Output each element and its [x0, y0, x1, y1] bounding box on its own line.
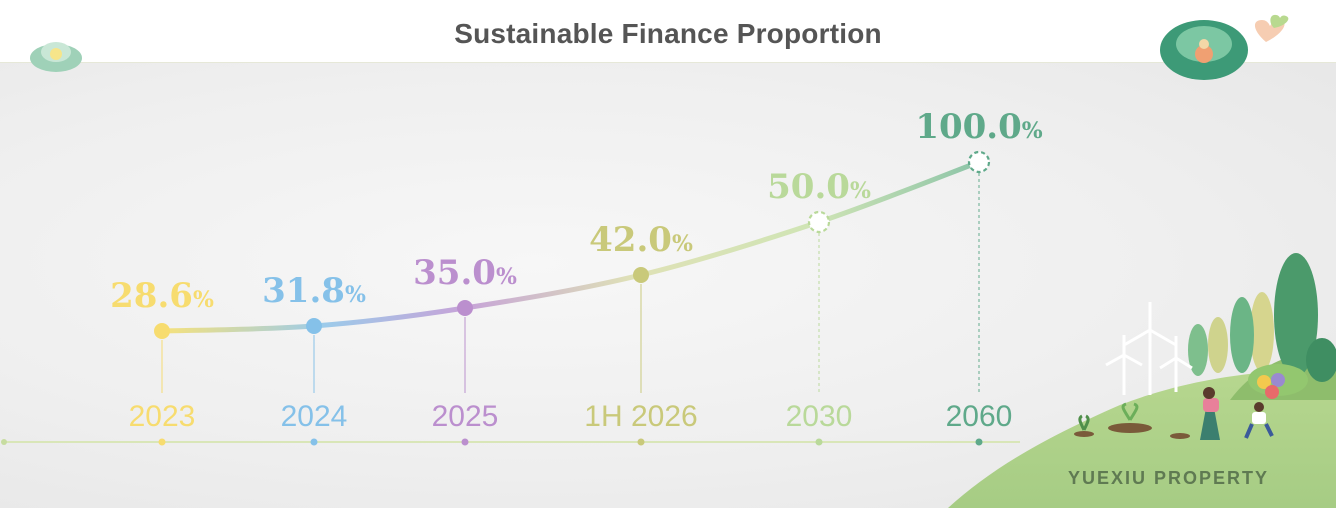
value-label-number: 35.0 — [413, 253, 496, 293]
landscape-illustration — [948, 253, 1336, 508]
baseline-dot — [815, 438, 823, 446]
value-label-unit: % — [496, 264, 517, 290]
value-label-number: 31.8 — [262, 271, 345, 311]
value-label: 28.6% — [110, 276, 214, 316]
brand-name: YUEXIU PROPERTY — [1068, 468, 1270, 488]
value-label-unit: % — [193, 287, 214, 313]
baseline-dot — [310, 438, 318, 446]
category-label: 2030 — [786, 400, 853, 433]
data-point-target — [967, 150, 991, 174]
category-label: 2060 — [946, 400, 1013, 433]
value-label-unit: % — [850, 178, 871, 204]
header-divider — [0, 62, 1336, 63]
value-label-unit: % — [1022, 118, 1043, 144]
baseline-dot — [975, 438, 983, 446]
baseline-dot — [158, 438, 166, 446]
baseline-dot — [461, 438, 469, 446]
value-label: 100.0% — [915, 107, 1042, 147]
flower-right-icon — [1160, 20, 1248, 80]
value-label: 35.0% — [413, 253, 517, 293]
category-label: 2025 — [432, 400, 499, 433]
category-label: 1H 2026 — [584, 400, 697, 433]
header-bar — [0, 0, 1336, 62]
baseline-dot — [637, 438, 645, 446]
category-label: 2024 — [281, 400, 348, 433]
chart-title: Sustainable Finance Proportion — [454, 18, 882, 49]
data-point — [457, 300, 473, 316]
baseline-start-dot — [1, 439, 7, 445]
value-label-number: 28.6 — [110, 276, 193, 316]
data-point — [306, 318, 322, 334]
value-label-number: 100.0 — [915, 107, 1021, 147]
value-label-unit: % — [345, 282, 366, 308]
value-label-unit: % — [672, 231, 693, 257]
series-line — [159, 159, 982, 334]
timeline-baseline — [1, 438, 1020, 446]
value-label: 50.0% — [767, 167, 871, 207]
category-label: 2023 — [129, 400, 196, 433]
value-label: 31.8% — [262, 271, 366, 311]
heart-decoration-icon — [1254, 14, 1289, 42]
value-label-number: 50.0 — [767, 167, 850, 207]
data-point — [154, 323, 170, 339]
value-label: 42.0% — [589, 220, 693, 260]
flower-left-icon — [30, 42, 82, 72]
data-point-target — [807, 210, 831, 234]
data-point — [633, 267, 649, 283]
value-label-number: 42.0 — [589, 220, 672, 260]
